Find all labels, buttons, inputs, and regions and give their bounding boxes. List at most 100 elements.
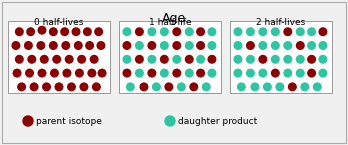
Circle shape bbox=[75, 69, 84, 78]
Circle shape bbox=[15, 27, 24, 36]
Circle shape bbox=[234, 41, 243, 50]
Circle shape bbox=[296, 27, 305, 36]
Circle shape bbox=[30, 82, 39, 91]
Circle shape bbox=[296, 69, 305, 78]
Circle shape bbox=[283, 69, 292, 78]
Circle shape bbox=[135, 55, 144, 64]
FancyBboxPatch shape bbox=[2, 2, 346, 143]
Circle shape bbox=[160, 55, 169, 64]
Circle shape bbox=[258, 69, 267, 78]
Circle shape bbox=[165, 116, 175, 126]
Circle shape bbox=[275, 82, 284, 91]
Circle shape bbox=[52, 55, 61, 64]
Circle shape bbox=[251, 82, 259, 91]
Circle shape bbox=[65, 55, 74, 64]
Circle shape bbox=[296, 55, 305, 64]
Circle shape bbox=[147, 69, 156, 78]
Circle shape bbox=[318, 41, 327, 50]
Circle shape bbox=[318, 69, 327, 78]
Circle shape bbox=[122, 41, 132, 50]
Circle shape bbox=[147, 41, 156, 50]
Circle shape bbox=[202, 82, 211, 91]
Text: 2 half-lives: 2 half-lives bbox=[256, 18, 306, 27]
Circle shape bbox=[15, 55, 24, 64]
Circle shape bbox=[135, 41, 144, 50]
Circle shape bbox=[50, 69, 59, 78]
Circle shape bbox=[263, 82, 272, 91]
Circle shape bbox=[185, 27, 194, 36]
Circle shape bbox=[189, 82, 198, 91]
Circle shape bbox=[283, 41, 292, 50]
Circle shape bbox=[271, 55, 280, 64]
Circle shape bbox=[164, 82, 173, 91]
Circle shape bbox=[23, 116, 33, 126]
Circle shape bbox=[271, 27, 280, 36]
Circle shape bbox=[196, 27, 205, 36]
Circle shape bbox=[307, 27, 316, 36]
Circle shape bbox=[49, 41, 58, 50]
Circle shape bbox=[87, 69, 96, 78]
Circle shape bbox=[40, 55, 49, 64]
Circle shape bbox=[237, 82, 246, 91]
Circle shape bbox=[42, 82, 51, 91]
Circle shape bbox=[258, 27, 267, 36]
Circle shape bbox=[258, 55, 267, 64]
Circle shape bbox=[246, 41, 255, 50]
Circle shape bbox=[160, 41, 169, 50]
Circle shape bbox=[92, 82, 101, 91]
Circle shape bbox=[25, 69, 34, 78]
Circle shape bbox=[313, 82, 322, 91]
Circle shape bbox=[185, 41, 194, 50]
Circle shape bbox=[172, 55, 181, 64]
Circle shape bbox=[147, 27, 156, 36]
Circle shape bbox=[234, 27, 243, 36]
Circle shape bbox=[271, 69, 280, 78]
Circle shape bbox=[97, 69, 106, 78]
Circle shape bbox=[71, 27, 80, 36]
Circle shape bbox=[135, 69, 144, 78]
Circle shape bbox=[246, 27, 255, 36]
Text: 1 half-life: 1 half-life bbox=[149, 18, 191, 27]
Circle shape bbox=[307, 55, 316, 64]
Circle shape bbox=[258, 41, 267, 50]
Circle shape bbox=[126, 82, 135, 91]
Circle shape bbox=[246, 55, 255, 64]
Circle shape bbox=[55, 82, 63, 91]
Circle shape bbox=[94, 27, 103, 36]
Circle shape bbox=[172, 27, 181, 36]
Circle shape bbox=[234, 55, 243, 64]
Circle shape bbox=[152, 82, 161, 91]
Circle shape bbox=[196, 55, 205, 64]
Circle shape bbox=[207, 55, 216, 64]
Circle shape bbox=[135, 27, 144, 36]
Circle shape bbox=[37, 41, 45, 50]
Circle shape bbox=[172, 69, 181, 78]
Circle shape bbox=[79, 82, 88, 91]
Circle shape bbox=[207, 27, 216, 36]
Circle shape bbox=[26, 27, 35, 36]
FancyBboxPatch shape bbox=[119, 21, 221, 93]
Circle shape bbox=[83, 27, 92, 36]
Circle shape bbox=[38, 26, 47, 35]
Circle shape bbox=[318, 27, 327, 36]
Circle shape bbox=[288, 82, 297, 91]
Circle shape bbox=[147, 55, 156, 64]
Text: parent isotope: parent isotope bbox=[36, 116, 102, 126]
Circle shape bbox=[140, 82, 149, 91]
FancyBboxPatch shape bbox=[8, 21, 110, 93]
Circle shape bbox=[185, 55, 194, 64]
Text: Age: Age bbox=[162, 12, 186, 25]
Circle shape bbox=[11, 41, 21, 50]
Circle shape bbox=[62, 69, 71, 78]
FancyBboxPatch shape bbox=[230, 21, 332, 93]
Circle shape bbox=[160, 27, 169, 36]
Circle shape bbox=[122, 69, 132, 78]
Circle shape bbox=[234, 69, 243, 78]
Circle shape bbox=[300, 82, 309, 91]
Circle shape bbox=[160, 69, 169, 78]
Circle shape bbox=[61, 41, 70, 50]
Circle shape bbox=[67, 82, 76, 91]
Circle shape bbox=[283, 55, 292, 64]
Circle shape bbox=[27, 55, 36, 64]
Circle shape bbox=[318, 55, 327, 64]
